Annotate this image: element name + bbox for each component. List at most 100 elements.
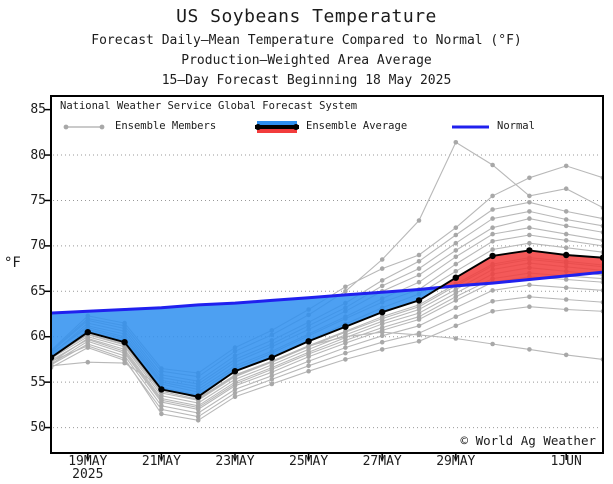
legend-average-swatch-dot (255, 124, 261, 130)
ensemble-member-dot (453, 225, 459, 230)
ensemble-average-dot (342, 323, 349, 330)
ensemble-member-dot (563, 245, 569, 250)
ensemble-member-dot (563, 238, 569, 243)
ensemble-member-dot (379, 266, 385, 271)
ensemble-member-dot (527, 304, 532, 310)
ensemble-member-dot (379, 329, 385, 335)
ensemble-average-dot (84, 329, 92, 336)
ensemble-member-dot (122, 349, 127, 354)
ensemble-member-dot (453, 336, 459, 341)
ensemble-member-dot (563, 186, 569, 191)
ensemble-member-dot (232, 394, 238, 400)
ensemble-member-dot (563, 297, 569, 302)
ensemble-member-dot (232, 373, 238, 379)
ensemble-member-dot (416, 314, 422, 320)
above-normal-fill (440, 250, 602, 288)
y-tick-label: 55 (30, 374, 46, 390)
y-tick-label: 70 (30, 238, 46, 254)
ensemble-member-dot (563, 231, 569, 237)
x-tick-label: 1JUN (550, 454, 582, 469)
ensemble-member-dot (563, 277, 569, 282)
x-tick-label: 19MAY (68, 454, 108, 469)
ensemble-member-dot (527, 282, 532, 288)
ensemble-member-dot (453, 140, 459, 145)
ensemble-average-dot (489, 252, 496, 260)
ensemble-member-dot (563, 223, 569, 229)
ensemble-member-dot (453, 269, 459, 274)
ensemble-member-dot (563, 217, 569, 222)
y-tick-label: 65 (30, 283, 46, 299)
ensemble-member-dot (379, 347, 385, 352)
ensemble-member-dot (527, 347, 532, 352)
ensemble-average-dot (563, 251, 570, 259)
ensemble-member-dot (527, 193, 532, 199)
ensemble-member-dot (527, 232, 532, 238)
ensemble-member-dot (52, 365, 54, 370)
legend-label-normal: Normal (497, 120, 535, 132)
x-tick-label: 23MAY (215, 454, 255, 469)
ensemble-average-dot (158, 386, 165, 393)
ensemble-member-dot (563, 352, 569, 358)
ensemble-average-dot (121, 339, 128, 346)
normal-line (52, 270, 602, 315)
ensemble-member-dot (379, 283, 385, 289)
ensemble-member-dot (343, 345, 348, 350)
ensemble-member-dot (159, 398, 164, 403)
ensemble-member-dot (600, 288, 602, 293)
ensemble-member-dot (416, 330, 422, 336)
ensemble-member-dot (600, 216, 602, 221)
ensemble-member-dot (453, 298, 459, 303)
x-tick-sublabel: 2025 (72, 467, 104, 482)
ensemble-member-dot (490, 341, 495, 347)
ensemble-member-dot (490, 239, 495, 244)
ensemble-member-dot (379, 314, 385, 320)
ensemble-member-dot (527, 200, 532, 205)
ensemble-member-dot (490, 162, 495, 168)
chart-title: US Soybeans Temperature (176, 6, 437, 27)
ensemble-member-dot (490, 225, 495, 230)
ensemble-member-line (52, 306, 602, 421)
ensemble-member-dot (306, 363, 311, 369)
ensemble-member-dot (232, 387, 238, 392)
ensemble-member-dot (490, 309, 495, 314)
legend-label-ensemble-average: Ensemble Average (306, 120, 408, 132)
legend-members-swatch-dot (99, 124, 105, 130)
ensemble-member-dot (563, 307, 569, 312)
ensemble-member-dot (195, 418, 201, 423)
ensemble-member-dot (379, 257, 385, 262)
ensemble-member-dot (232, 377, 238, 382)
ensemble-member-dot (379, 339, 385, 345)
ensemble-member-dot (600, 243, 602, 248)
y-tick-label: 85 (30, 102, 46, 118)
ensemble-member-dot (490, 231, 495, 237)
ensemble-member-dot (195, 405, 201, 410)
legend-members-swatch-dot (63, 124, 69, 130)
ensemble-member-dot (527, 216, 532, 221)
ensemble-member-dot (85, 337, 91, 342)
ensemble-member-dot (453, 290, 459, 296)
ensemble-member-dot (490, 216, 495, 221)
ensemble-member-dot (416, 259, 422, 264)
ensemble-member-dot (379, 333, 385, 339)
y-axis-unit-label: °F (4, 255, 21, 271)
ensemble-member-dot (416, 266, 422, 271)
ensemble-member-dot (453, 240, 459, 246)
ensemble-member-dot (600, 300, 602, 305)
ensemble-member-dot (600, 276, 602, 281)
ensemble-member-dot (195, 410, 201, 416)
ensemble-member-line (52, 284, 602, 414)
ensemble-member-dot (416, 307, 422, 312)
ensemble-member-dot (416, 252, 422, 258)
legend-header: National Weather Service Global Forecast… (60, 100, 358, 112)
ensemble-member-dot (416, 302, 422, 308)
ensemble-member-dot (453, 305, 459, 311)
ensemble-member-dot (269, 367, 275, 372)
ensemble-member-dot (490, 207, 495, 212)
ensemble-member-dot (343, 289, 348, 294)
ensemble-member-dot (527, 209, 532, 214)
chart-subtitle-line2: Production–Weighted Area Average (181, 53, 432, 68)
ensemble-member-dot (379, 319, 385, 324)
ensemble-member-dot (159, 393, 164, 399)
ensemble-average-dot (415, 297, 423, 304)
plot-border (50, 95, 604, 454)
